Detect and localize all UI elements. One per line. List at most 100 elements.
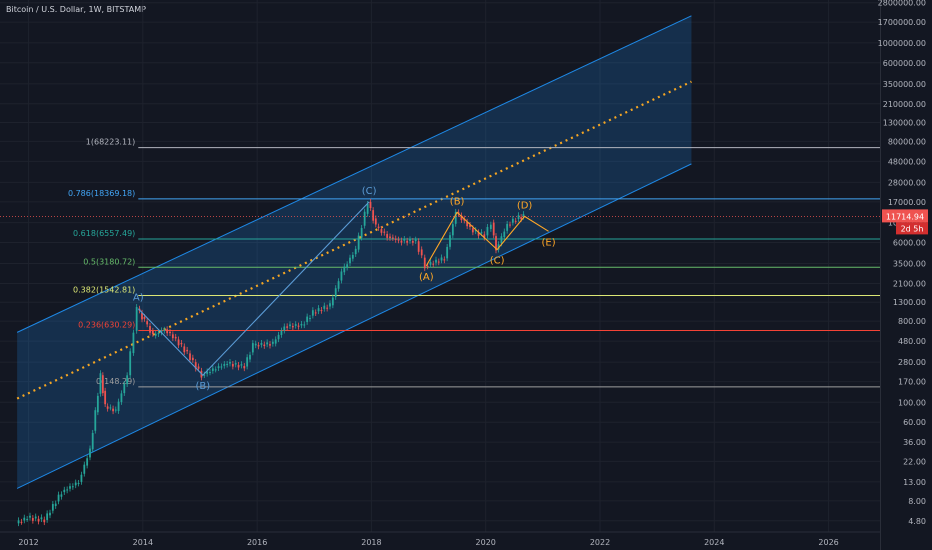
wave-label-orange: (C) [490,256,505,267]
candle-body [112,408,114,412]
candle-body [343,266,346,273]
y-tick-label: 600000.00 [883,59,926,68]
candle-body [180,342,183,345]
y-tick-label: 4.80 [908,517,926,526]
channel-midline [16,80,692,400]
wave-label-orange: (A) [419,272,434,283]
y-tick-label: 1300.00 [893,298,926,307]
candle-body [346,264,349,268]
candle-body [206,371,209,374]
candle-body [191,357,194,361]
candle-body [31,518,34,521]
candle-body [351,255,354,259]
candle-body [189,353,191,360]
candle-body [409,239,411,241]
candle-body [426,265,429,267]
candle-body [440,257,443,261]
candle-body [429,262,432,265]
candle-body [149,326,151,333]
candle-body [400,240,403,243]
candle-body [363,211,366,226]
candle-body [274,339,277,344]
candle-body [317,308,320,312]
candle-body [320,310,323,312]
candle-body [114,409,117,411]
y-tick-label: 130000.00 [883,118,926,127]
candle-body [34,516,37,519]
candle-body [309,318,311,320]
candle-body [297,325,300,327]
candle-body [406,240,409,243]
channel-upper-line [16,15,692,333]
y-tick-label: 28000.00 [888,178,926,187]
candle-body [517,215,520,219]
y-tick-label: 800.00 [898,317,926,326]
candle-body [160,330,163,333]
x-tick-label: 2014 [133,538,153,547]
candle-body [96,395,99,413]
candle-body [83,464,86,474]
candle-body [194,362,197,369]
candle-body [169,331,171,334]
x-tick-label: 2018 [361,538,381,547]
y-tick-label: 17000.00 [888,198,926,207]
candle-body [486,227,489,236]
candle-body [323,305,326,309]
candle-body [326,307,329,309]
current-price-badge [882,209,928,223]
candle-body [506,223,509,231]
candle-body [223,364,226,366]
candle-body [141,312,143,320]
channel-fill [17,15,692,489]
x-tick-label: 2016 [247,538,267,547]
candle-body [37,518,40,522]
candle-body [271,341,274,344]
candle-body [266,342,269,345]
candle-body [449,235,451,247]
candle-body [240,364,243,366]
candle-body [446,246,449,259]
candle-body [474,230,477,232]
y-tick-label: 8.00 [908,497,926,506]
candle-body [403,239,406,241]
candle-body [51,504,54,511]
candle-body [454,211,457,224]
candle-body [263,344,266,347]
candle-body [129,351,132,376]
candle-body [432,263,435,265]
candle-body [71,486,74,488]
candle-body [414,239,417,242]
candle-body [397,239,400,241]
candle-body [280,330,283,335]
candle-body [249,354,251,360]
candle-body [420,249,423,256]
wave-orange-line [425,211,549,267]
candle-body [437,261,440,263]
candle-body [77,482,80,484]
y-tick-label: 48000.00 [888,157,926,166]
candle-body [411,241,414,243]
x-tick-label: 2022 [590,538,610,547]
candle-body [63,489,66,493]
fib-level-label: 0.786(18369.18) [68,189,135,198]
candle-body [171,334,174,339]
candle-body [54,503,57,507]
y-tick-label: 36.00 [903,438,926,447]
candle-body [254,343,257,346]
candle-body [340,271,343,281]
y-tick-label: 22.00 [903,457,926,466]
candle-body [389,236,391,239]
candle-body [466,221,469,227]
wave-label-orange: (E) [542,237,556,248]
candle-body [246,357,249,367]
candle-body [183,346,186,353]
candle-body [369,201,372,209]
candle-body [522,214,525,217]
candle-body [300,324,303,326]
candle-body [91,432,94,450]
wave-label-blue: (B) [196,381,211,392]
candle-body [46,513,49,520]
candle-body [477,232,480,236]
candle-body [443,259,446,261]
